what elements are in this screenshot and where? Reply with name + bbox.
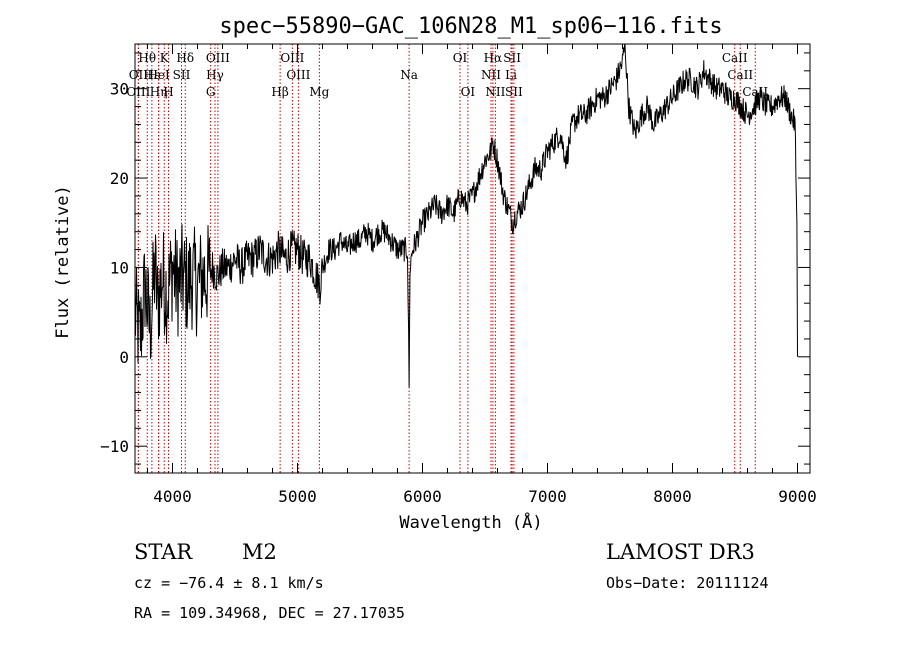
spectral-line-label: NII bbox=[485, 85, 505, 99]
y-tick-label: 30 bbox=[110, 80, 129, 99]
y-axis-label: Flux (relative) bbox=[53, 185, 73, 339]
observation-date: Obs−Date: 20111124 bbox=[606, 574, 769, 592]
y-tick-label: 0 bbox=[119, 348, 129, 367]
spectral-line-label: Hγ bbox=[206, 68, 224, 82]
spectral-line-label: Li bbox=[505, 68, 517, 82]
spectral-line-label: Hβ bbox=[271, 85, 288, 99]
sky-coordinates: RA = 109.34968, DEC = 27.17035 bbox=[134, 604, 405, 622]
spectrum-series-line bbox=[134, 43, 798, 388]
spectral-line-label: OIII bbox=[206, 51, 230, 65]
spectral-line-label: OII bbox=[129, 68, 149, 82]
spectral-line-label: CaII bbox=[727, 68, 753, 82]
spectral-line-label: OI bbox=[453, 51, 468, 65]
y-tick-label: 20 bbox=[110, 169, 129, 188]
redshift-velocity: cz = −76.4 ± 8.1 km/s bbox=[134, 574, 324, 592]
axis-ticks: 4000 5000 6000 7000 8000 9000 −10 0 10 20 30 bbox=[100, 44, 817, 506]
spectral-line-label: OI bbox=[461, 85, 476, 99]
spectral-line-label: CaII bbox=[722, 51, 748, 65]
spectral-line-label: G bbox=[206, 85, 216, 99]
spectral-line-label: Na bbox=[400, 68, 418, 82]
x-tick-label: 7000 bbox=[528, 487, 567, 506]
spectral-line-label: Hε bbox=[144, 68, 161, 82]
spectral-line-label: HeI bbox=[147, 68, 170, 82]
spectral-line-label: Hα bbox=[484, 51, 503, 65]
spectral-line-label: Hθ bbox=[138, 51, 156, 65]
y-tick-label: 10 bbox=[110, 258, 129, 277]
x-tick-label: 5000 bbox=[278, 487, 317, 506]
spectral-line-label: OIII bbox=[126, 85, 150, 99]
spectral-line-label: SII bbox=[173, 68, 191, 82]
x-tick-label: 8000 bbox=[653, 487, 692, 506]
spectral-line-label: Hη bbox=[150, 85, 168, 99]
spectral-line-label: Hδ bbox=[176, 51, 194, 65]
spectral-line-label: Mg bbox=[309, 85, 329, 99]
spectral-line-label: SII bbox=[503, 51, 521, 65]
spectral-line-label: K bbox=[160, 51, 170, 65]
spectral-line-label: NII bbox=[481, 68, 501, 82]
chart-title: spec−55890−GAC_106N28_M1_sp06−116.fits bbox=[219, 14, 722, 39]
object-class: STAR bbox=[134, 540, 193, 564]
x-tick-label: 9000 bbox=[778, 487, 817, 506]
survey-name: LAMOST DR3 bbox=[606, 540, 755, 564]
x-axis-label: Wavelength (Å) bbox=[399, 511, 542, 533]
spectral-line-label: OIII bbox=[286, 68, 310, 82]
spectral-line-label: OIII bbox=[280, 51, 304, 65]
x-tick-label: 4000 bbox=[153, 487, 192, 506]
x-tick-label: 6000 bbox=[403, 487, 442, 506]
series-layer bbox=[134, 43, 798, 388]
object-subclass: M2 bbox=[242, 540, 277, 564]
y-tick-label: −10 bbox=[100, 437, 129, 456]
spectral-line-label: H bbox=[163, 85, 173, 99]
spectral-line-label: SII bbox=[505, 85, 523, 99]
